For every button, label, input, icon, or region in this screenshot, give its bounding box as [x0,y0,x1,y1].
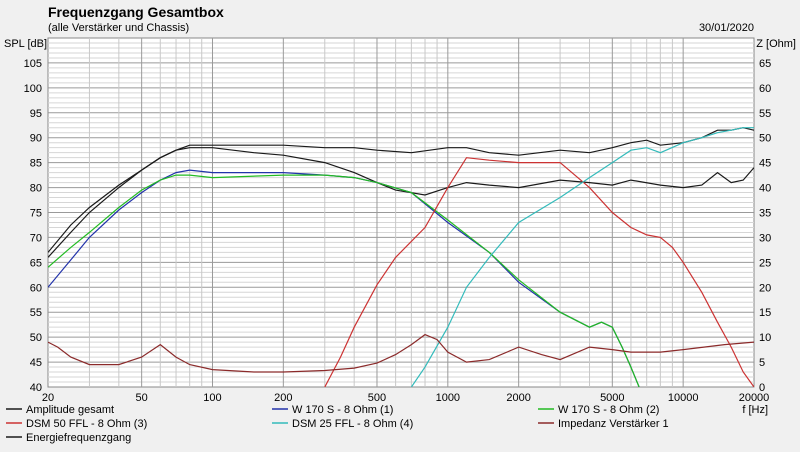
y-tick-label: 55 [30,307,42,319]
chart-date: 30/01/2020 [699,22,754,34]
y-tick-label: 45 [30,357,42,369]
legend-label: DSM 25 FFL - 8 Ohm (4) [292,418,413,430]
legend-label: Amplitude gesamt [26,404,114,416]
legend-item: DSM 25 FFL - 8 Ohm (4) [272,418,413,430]
y2-tick-label: 65 [759,58,771,70]
y2-tick-label: 40 [759,183,771,195]
plot-area [48,127,754,387]
y-tick-label: 65 [30,257,42,269]
y2-tick-label: 0 [759,382,765,394]
legend-item: W 170 S - 8 Ohm (1) [272,404,393,416]
x-tick-label: 20000 [739,392,770,404]
y-tick-label: 95 [30,108,42,120]
x-tick-label: 50 [136,392,148,404]
y2-tick-label: 55 [759,108,771,120]
y2-axis-label: Z [Ohm] [756,38,796,50]
y2-tick-label: 10 [759,332,771,344]
grid [47,37,755,388]
x-tick-label: 2000 [506,392,530,404]
legend-label: Impedanz Verstärker 1 [558,418,669,430]
y2-tick-label: 50 [759,133,771,145]
y-tick-label: 100 [24,83,42,95]
legend-label: W 170 S - 8 Ohm (2) [558,404,659,416]
series-line-w-170-s-8-ohm-2 [48,174,640,387]
chart-subtitle: (alle Verstärker und Chassis) [48,22,189,34]
y2-tick-label: 60 [759,83,771,95]
y2-tick-label: 5 [759,357,765,369]
chart-title: Frequenzgang Gesamtbox [48,4,224,20]
legend-label: W 170 S - 8 Ohm (1) [292,404,393,416]
tick-labels: 20 50 100 200 500 1000 2000 5000 10000 2000040455… [24,58,772,404]
y-tick-label: 85 [30,158,42,170]
y-tick-label: 90 [30,133,42,145]
series-line-impedanz-verst-rker-1 [48,333,754,373]
y-tick-label: 60 [30,282,42,294]
series-line-dsm-50-ffl-8-ohm-3 [324,157,754,387]
y2-tick-label: 20 [759,282,771,294]
y2-tick-label: 25 [759,257,771,269]
legend-label: DSM 50 FFL - 8 Ohm (3) [26,418,147,430]
y-tick-label: 80 [30,183,42,195]
series-line-dsm-25-ffl-8-ohm-4 [410,127,754,387]
legend-item: DSM 50 FFL - 8 Ohm (3) [6,418,147,430]
legend-item: W 170 S - 8 Ohm (2) [538,404,659,416]
legend-label: Energiefrequenzgang [26,432,131,444]
x-tick-label: 100 [203,392,221,404]
x-tick-label: 200 [274,392,292,404]
x-tick-label: 5000 [600,392,624,404]
y2-tick-label: 45 [759,158,771,170]
legend: Amplitude gesamt W 170 S - 8 Ohm (1) W 170… [6,404,669,444]
y2-tick-label: 30 [759,232,771,244]
y-tick-label: 50 [30,332,42,344]
x-tick-label: 10000 [668,392,699,404]
y-tick-label: 105 [24,58,42,70]
x-tick-label: 1000 [436,392,460,404]
x-tick-label: 500 [368,392,386,404]
legend-item: Amplitude gesamt [6,404,114,416]
y2-tick-label: 35 [759,208,771,220]
legend-item: Energiefrequenzgang [6,432,131,444]
legend-item: Impedanz Verstärker 1 [538,418,669,430]
y-tick-label: 70 [30,232,42,244]
x-tick-label: 20 [42,392,54,404]
y-tick-label: 40 [30,382,42,394]
y2-tick-label: 15 [759,307,771,319]
y-axis-label: SPL [dB] [4,38,47,50]
y-tick-label: 75 [30,208,42,220]
x-axis-label: f [Hz] [742,404,768,416]
